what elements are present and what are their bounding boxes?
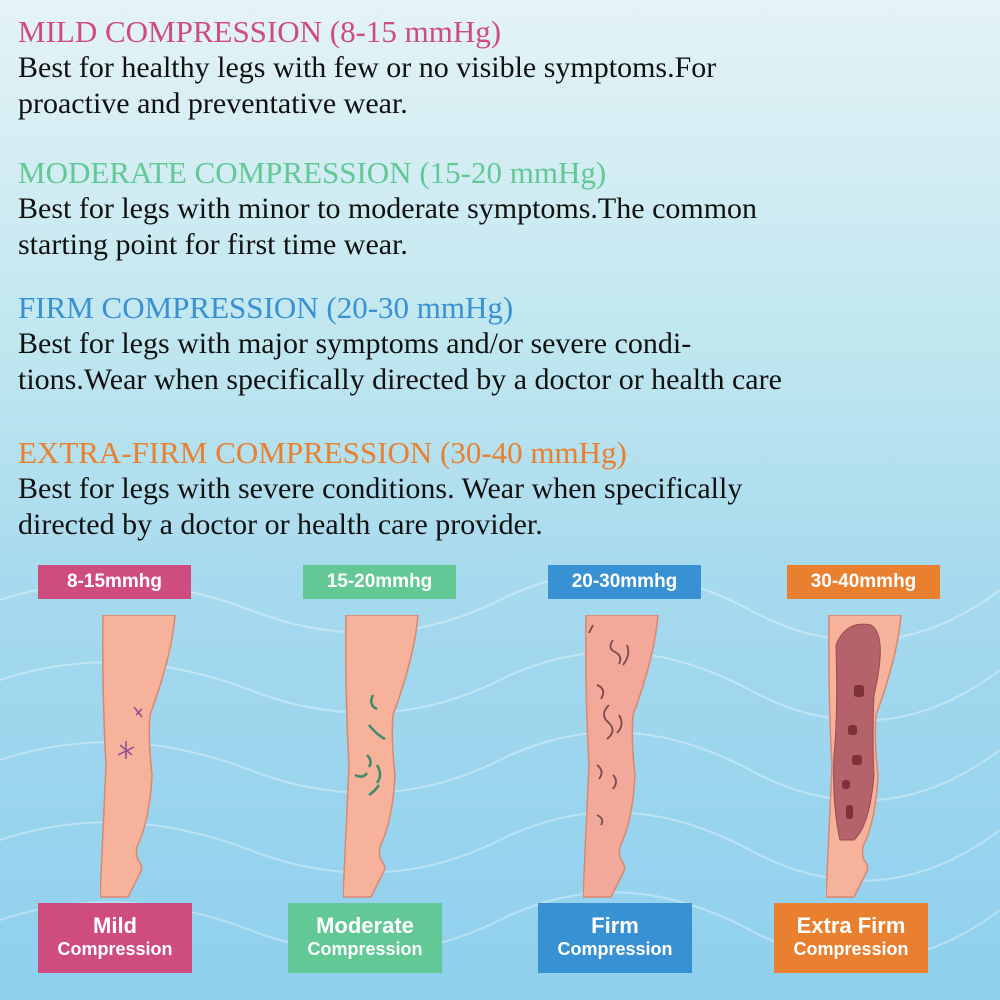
section-text: Best for legs with minor to moderate sym…	[18, 192, 758, 225]
level-subtitle: Compression	[793, 939, 909, 959]
leg-spider-veins-icon	[100, 615, 176, 898]
section-text: tions.Wear when specifically directed by…	[18, 363, 782, 396]
section-text: directed by a doctor or health care prov…	[18, 508, 543, 541]
pressure-tag: 15-20mmhg	[303, 565, 456, 599]
section-heading: EXTRA-FIRM COMPRESSION (30-40 mmHg)	[18, 435, 627, 470]
pressure-tag: 30-40mmhg	[787, 565, 940, 599]
section-text: Best for legs with major symptoms and/or…	[18, 327, 692, 360]
section-text: proactive and preventative wear.	[18, 87, 408, 120]
level-title: Extra Firm	[796, 913, 906, 938]
level-subtitle: Compression	[57, 939, 173, 959]
level-label: Firm Compression	[538, 903, 692, 973]
leg-varicose-veins-icon	[343, 615, 419, 898]
level-subtitle: Compression	[307, 939, 423, 959]
section-heading: FIRM COMPRESSION (20-30 mmHg)	[18, 290, 514, 325]
level-title: Mild	[93, 913, 137, 938]
section-mild: MILD COMPRESSION (8-15 mmHg) Best for he…	[18, 14, 716, 122]
section-heading: MILD COMPRESSION (8-15 mmHg)	[18, 14, 502, 49]
leg-severe-varicose-veins-icon	[583, 615, 659, 898]
leg-swollen-ulcer-icon	[826, 615, 902, 898]
section-extra-firm: EXTRA-FIRM COMPRESSION (30-40 mmHg) Best…	[18, 435, 742, 543]
pressure-tag: 20-30mmhg	[548, 565, 701, 599]
level-label: Mild Compression	[38, 903, 192, 973]
level-title: Firm	[591, 913, 639, 938]
section-text: Best for healthy legs with few or no vis…	[18, 51, 717, 84]
level-label: Moderate Compression	[288, 903, 442, 973]
section-moderate: MODERATE COMPRESSION (15-20 mmHg) Best f…	[18, 155, 757, 263]
level-subtitle: Compression	[557, 939, 673, 959]
pressure-tag: 8-15mmhg	[38, 565, 191, 599]
section-text: starting point for first time wear.	[18, 228, 408, 261]
level-label: Extra Firm Compression	[774, 903, 928, 973]
section-firm: FIRM COMPRESSION (20-30 mmHg) Best for l…	[18, 290, 782, 398]
section-heading: MODERATE COMPRESSION (15-20 mmHg)	[18, 155, 607, 190]
section-text: Best for legs with severe conditions. We…	[18, 472, 743, 505]
level-title: Moderate	[316, 913, 414, 938]
